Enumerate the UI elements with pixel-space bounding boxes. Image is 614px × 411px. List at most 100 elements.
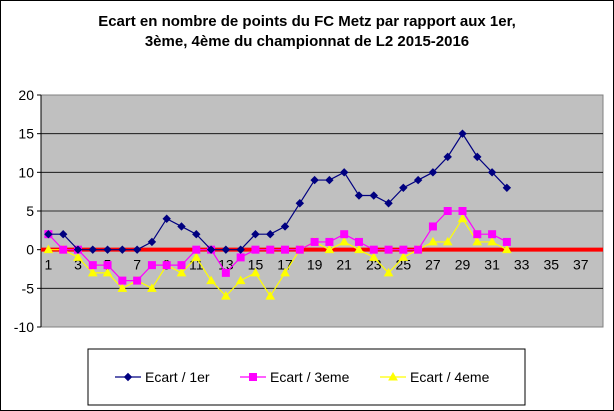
data-point-diamond <box>192 229 201 239</box>
data-point-square <box>59 245 68 254</box>
data-point-diamond <box>88 245 97 254</box>
data-point-triangle <box>73 252 83 261</box>
data-point-diamond <box>147 237 157 247</box>
data-point-square <box>354 237 363 246</box>
data-point-triangle <box>339 236 350 246</box>
data-point-diamond <box>310 175 319 185</box>
data-point-diamond <box>443 152 452 162</box>
data-point-diamond <box>339 168 349 177</box>
data-point-triangle <box>502 244 512 254</box>
data-point-diamond <box>132 245 142 254</box>
y-tick-label: 20 <box>18 87 34 103</box>
legend-label: Ecart / 1er <box>145 369 210 385</box>
data-point-diamond <box>325 175 334 185</box>
data-point-diamond <box>221 245 231 254</box>
data-point-square <box>177 261 186 270</box>
data-point-diamond <box>458 129 467 138</box>
data-point-square <box>488 230 497 239</box>
data-point-diamond <box>206 245 216 254</box>
data-point-square <box>103 261 112 270</box>
data-point-square <box>369 245 378 254</box>
data-point-square <box>414 245 423 254</box>
data-point-diamond <box>413 175 423 185</box>
data-point-diamond <box>103 245 112 254</box>
legend-label: Ecart / 3eme <box>270 369 350 385</box>
y-tick-label: -10 <box>14 319 34 335</box>
data-point-triangle <box>191 252 202 261</box>
data-point-triangle <box>487 236 497 246</box>
data-point-square <box>266 245 275 254</box>
data-point-square <box>295 245 304 254</box>
data-point-square <box>281 245 290 254</box>
data-point-diamond <box>280 222 290 231</box>
data-point-triangle <box>398 252 409 261</box>
x-tick-label: 15 <box>248 257 264 273</box>
data-point-diamond <box>123 372 133 382</box>
data-point-triangle <box>176 267 187 277</box>
data-point-triangle <box>368 252 379 261</box>
x-tick-label: 7 <box>133 257 141 273</box>
data-point-square <box>133 276 142 285</box>
data-point-triangle <box>428 236 438 246</box>
legend-box <box>87 348 526 406</box>
x-tick-label: 33 <box>514 257 530 273</box>
x-tick-label: 27 <box>425 257 441 273</box>
data-point-diamond <box>251 229 260 239</box>
data-point-square <box>221 268 230 277</box>
data-point-square <box>473 230 482 239</box>
data-point-square <box>310 237 319 246</box>
y-tick-label: 15 <box>18 126 34 142</box>
data-point-triangle <box>102 267 113 277</box>
legend: Ecart / 1er Ecart / 3eme Ecart / 4eme <box>87 348 526 406</box>
y-tick-label: 0 <box>26 242 34 258</box>
data-point-diamond <box>73 245 83 254</box>
data-point-triangle <box>388 371 398 381</box>
data-point-diamond <box>487 168 497 177</box>
data-point-triangle <box>354 244 364 254</box>
data-point-triangle <box>442 236 453 246</box>
data-point-square <box>118 276 127 285</box>
data-point-diamond <box>236 245 245 254</box>
data-point-square <box>428 222 437 231</box>
data-point-diamond <box>295 199 305 208</box>
data-point-square <box>147 261 156 270</box>
data-point-triangle <box>472 236 483 246</box>
data-point-triangle <box>457 213 468 223</box>
x-tick-label: 37 <box>573 257 589 273</box>
data-point-diamond <box>473 152 482 162</box>
y-tick-label: -5 <box>22 280 35 296</box>
data-point-diamond <box>354 191 364 200</box>
data-point-diamond <box>177 222 186 231</box>
data-point-square <box>384 245 393 254</box>
data-point-diamond <box>502 183 512 193</box>
data-point-triangle <box>235 275 246 285</box>
data-point-triangle <box>117 283 128 292</box>
data-point-square <box>399 245 408 254</box>
data-point-diamond <box>44 229 53 239</box>
data-point-square <box>458 207 467 215</box>
data-point-square <box>192 245 201 254</box>
x-tick-label: 3 <box>74 257 82 273</box>
data-point-diamond <box>58 229 68 239</box>
data-point-square <box>162 261 171 270</box>
series-group-1 <box>44 129 512 254</box>
data-point-triangle <box>265 291 276 300</box>
data-point-square <box>325 237 334 246</box>
data-point-square <box>249 373 257 381</box>
data-point-triangle <box>383 267 394 277</box>
x-tick-label: 29 <box>455 257 471 273</box>
data-point-diamond <box>118 245 127 254</box>
x-tick-label: 21 <box>336 257 352 273</box>
x-tick-label: 35 <box>543 257 559 273</box>
data-point-diamond <box>369 191 378 200</box>
data-point-triangle <box>280 267 290 277</box>
data-point-square <box>443 207 452 215</box>
data-point-triangle <box>43 244 54 254</box>
data-point-square <box>502 237 511 246</box>
data-point-square <box>88 261 97 270</box>
data-point-triangle <box>147 283 157 292</box>
x-tick-label: 19 <box>307 257 323 273</box>
data-point-diamond <box>266 229 275 239</box>
data-point-triangle <box>87 267 98 277</box>
